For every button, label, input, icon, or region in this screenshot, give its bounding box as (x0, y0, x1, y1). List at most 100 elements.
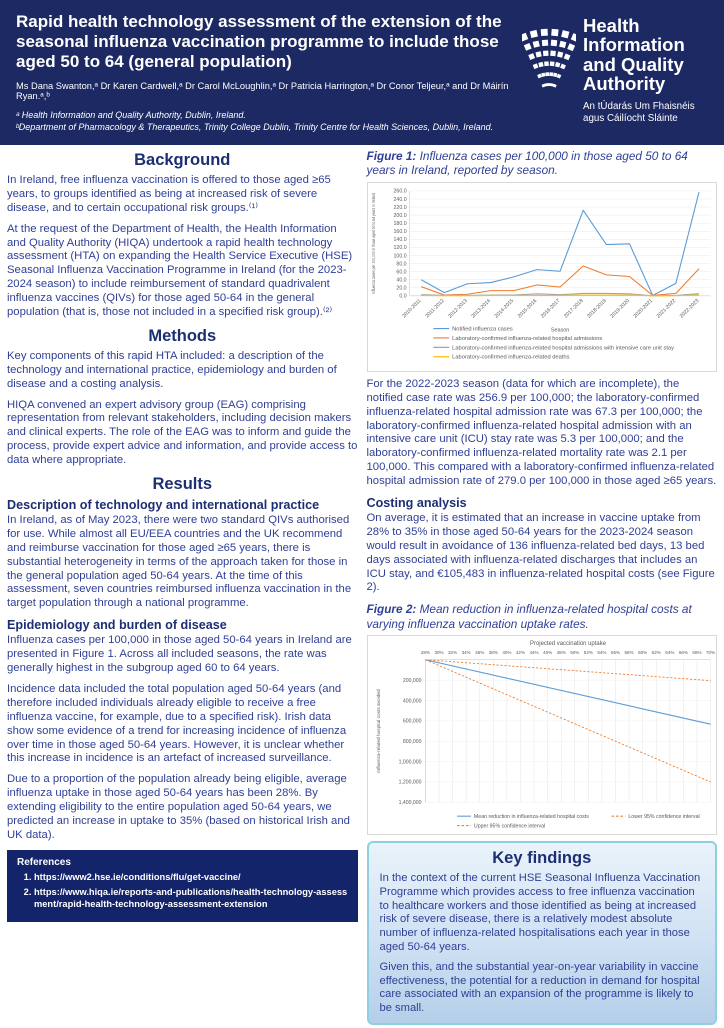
svg-text:2021-2022: 2021-2022 (655, 298, 677, 320)
svg-text:160.0: 160.0 (393, 229, 406, 235)
svg-text:Influenza cases per 100,000 in: Influenza cases per 100,000 in those age… (370, 192, 375, 293)
svg-text:140.0: 140.0 (393, 237, 406, 243)
svg-text:200,000: 200,000 (402, 678, 421, 684)
svg-text:40.0: 40.0 (396, 277, 406, 283)
svg-text:2022-2023: 2022-2023 (678, 298, 700, 320)
figure1-label: Figure 1: (366, 149, 417, 163)
right-column: Figure 1: Influenza cases per 100,000 in… (366, 148, 718, 1025)
svg-text:Laboratory-confirmed influenza: Laboratory-confirmed influenza-related h… (452, 336, 602, 342)
technology-paragraph: In Ireland, as of May 2023, there were t… (7, 514, 352, 610)
svg-text:68%: 68% (692, 650, 701, 655)
svg-text:0.0: 0.0 (399, 293, 406, 299)
svg-text:50%: 50% (570, 650, 579, 655)
svg-text:2015-2016: 2015-2016 (516, 298, 538, 320)
svg-text:28%: 28% (420, 650, 429, 655)
svg-text:42%: 42% (515, 650, 524, 655)
svg-text:Laboratory-confirmed influenza: Laboratory-confirmed influenza-related d… (452, 355, 569, 361)
svg-text:2019-2020: 2019-2020 (609, 298, 631, 320)
svg-text:Laboratory-confirmed influenza: Laboratory-confirmed influenza-related h… (452, 345, 674, 351)
figure2-caption: Figure 2: Mean reduction in influenza-re… (367, 602, 718, 631)
svg-text:80.0: 80.0 (396, 261, 406, 267)
hiqa-logo-name: Health Information and Quality Authority (583, 16, 703, 94)
svg-text:48%: 48% (556, 650, 565, 655)
svg-text:220.0: 220.0 (393, 205, 406, 211)
key-findings-heading: Key findings (492, 849, 592, 868)
svg-text:Lower 95% confidence interval: Lower 95% confidence interval (628, 814, 699, 820)
methods-paragraph-1: Key components of this rapid HTA include… (7, 349, 337, 390)
svg-text:1,000,000: 1,000,000 (398, 760, 421, 766)
background-heading: Background (134, 151, 231, 169)
costing-subheading: Costing analysis (366, 496, 467, 511)
header-text-block: Rapid health technology assessment of th… (16, 10, 522, 135)
svg-text:Mean reduction in influenza-re: Mean reduction in influenza-related hosp… (473, 814, 588, 820)
hiqa-logo-irish: An tÚdarás Um Fhaisnéis agus Cáilíocht S… (583, 100, 695, 125)
svg-text:Influenza-related hospital cos: Influenza-related hospital costs avoided (375, 689, 381, 773)
epidemiology-paragraph-3: Due to a proportion of the population al… (7, 773, 350, 841)
svg-text:2017-2018: 2017-2018 (563, 298, 585, 320)
svg-text:56%: 56% (610, 650, 619, 655)
technology-subheading: Description of technology and internatio… (7, 498, 320, 513)
methods-heading: Methods (148, 326, 217, 345)
svg-text:36%: 36% (475, 650, 484, 655)
key-findings-paragraph-2: Given this, and the substantial year-on-… (379, 960, 700, 1015)
svg-text:2011-2012: 2011-2012 (424, 298, 445, 319)
figure2-label: Figure 2: (366, 602, 417, 617)
svg-text:46%: 46% (543, 650, 552, 655)
svg-text:2012-2013: 2012-2013 (447, 298, 469, 320)
svg-text:800,000: 800,000 (402, 739, 421, 745)
results-heading: Results (152, 475, 213, 494)
reference-item: https://www.hiqa.ie/reports-and-publicat… (34, 886, 348, 911)
figure2-chart: Projected vaccination uptake 28% 30% 32% 34%… (366, 635, 717, 836)
hiqa-logo: Health Information and Quality Authority… (522, 10, 714, 135)
svg-text:20.0: 20.0 (396, 285, 406, 291)
costing-paragraph: On average, it is estimated that an incr… (366, 512, 715, 594)
logo-line: Authority (583, 73, 666, 95)
poster-title: Rapid health technology assessment of th… (16, 12, 502, 72)
epidemiology-paragraph-2: Incidence data included the total popula… (7, 682, 347, 765)
svg-text:60.0: 60.0 (396, 269, 406, 275)
affiliation-b: ᵇDepartment of Pharmacology & Therapeuti… (16, 121, 494, 132)
figure1-results-paragraph: For the 2022-2023 season (data for which… (366, 377, 717, 488)
svg-text:60%: 60% (638, 650, 647, 655)
references-heading: References (17, 856, 71, 868)
svg-text:2018-2019: 2018-2019 (586, 298, 608, 320)
logo-line: and Quality (583, 53, 684, 75)
svg-text:Notified influenza cases: Notified influenza cases (452, 326, 513, 332)
svg-text:40%: 40% (502, 650, 511, 655)
svg-text:54%: 54% (597, 650, 606, 655)
svg-text:120.0: 120.0 (393, 245, 406, 251)
figure2-caption-text: Mean reduction in influenza-related hosp… (366, 602, 692, 631)
svg-text:Projected vaccination uptake: Projected vaccination uptake (530, 641, 607, 647)
svg-text:62%: 62% (651, 650, 660, 655)
authors-line: Ms Dana Swanton,ᵃ Dr Karen Cardwell,ᵃ Dr… (16, 81, 509, 102)
methods-paragraph-2: HIQA convened an expert advisory group (… (7, 398, 358, 467)
svg-text:1,400,000: 1,400,000 (398, 800, 421, 806)
hiqa-logo-text: Health Information and Quality Authority… (583, 16, 703, 126)
key-findings-paragraph-1: In the context of the current HSE Season… (379, 872, 701, 953)
figure1-caption: Figure 1: Influenza cases per 100,000 in… (367, 149, 718, 178)
svg-text:64%: 64% (665, 650, 674, 655)
svg-text:38%: 38% (488, 650, 497, 655)
epidemiology-subheading: Epidemiology and burden of disease (7, 618, 227, 633)
figure1-caption-text: Influenza cases per 100,000 in those age… (366, 149, 688, 178)
svg-text:2014-2015: 2014-2015 (493, 298, 515, 320)
content: Background In Ireland, free influenza va… (0, 145, 724, 1028)
svg-text:200.0: 200.0 (393, 213, 406, 219)
svg-text:66%: 66% (678, 650, 687, 655)
header: Rapid health technology assessment of th… (0, 0, 724, 145)
svg-text:32%: 32% (448, 650, 457, 655)
hiqa-fan-icon (522, 28, 576, 88)
svg-text:52%: 52% (583, 650, 592, 655)
background-paragraph-1: In Ireland, free influenza vaccination i… (7, 174, 331, 214)
figure1-chart: 0.0 20.0 40.0 60.0 80.0 100.0 120.0 140.0 160.0 1… (366, 181, 717, 372)
svg-text:70%: 70% (705, 650, 714, 655)
svg-text:30%: 30% (434, 650, 443, 655)
references-box: References https://www2.hse.ie/condition… (7, 849, 358, 922)
epidemiology-paragraph-1: Influenza cases per 100,000 in those age… (7, 634, 352, 675)
svg-text:2016-2017: 2016-2017 (539, 298, 561, 320)
svg-text:Season: Season (550, 327, 568, 333)
reference-item: https://www2.hse.ie/conditions/flu/get-v… (34, 871, 348, 883)
svg-text:34%: 34% (461, 650, 470, 655)
left-column: Background In Ireland, free influenza va… (7, 148, 358, 1025)
svg-text:2010-2011: 2010-2011 (401, 298, 422, 319)
